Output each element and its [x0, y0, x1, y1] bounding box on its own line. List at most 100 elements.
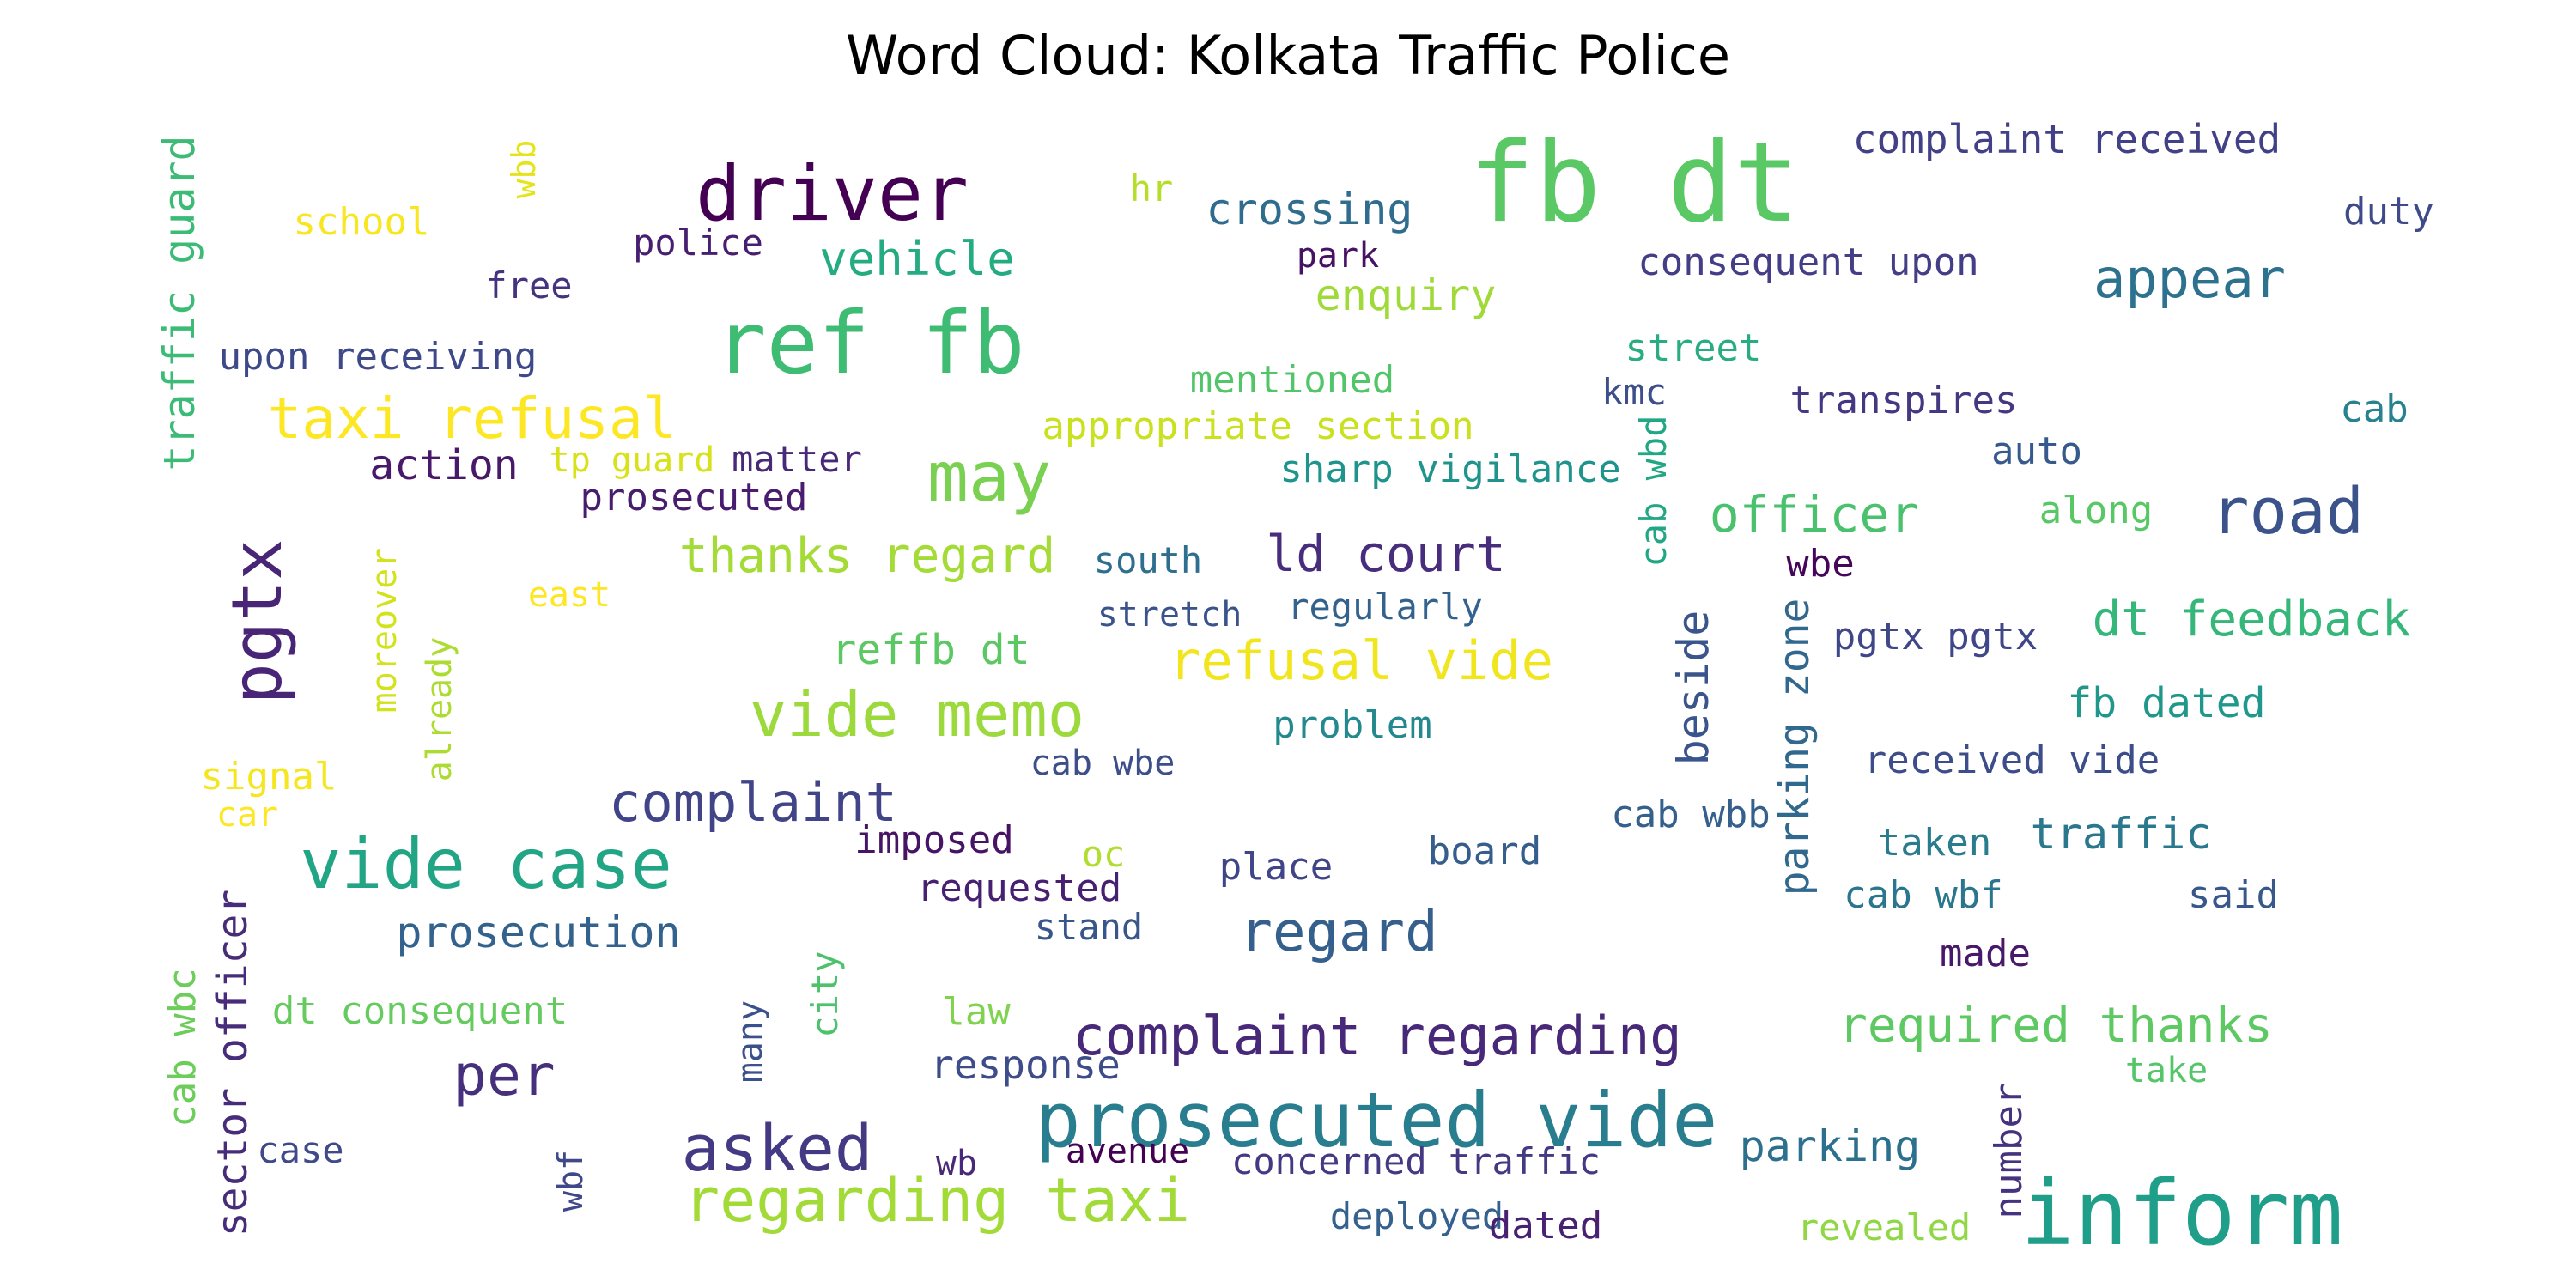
word-cab-wbe: cab wbe	[1030, 744, 1176, 783]
word-appear: appear	[2093, 247, 2286, 310]
word-fb-dated: fb dated	[2067, 679, 2266, 727]
word-wbe: wbe	[1786, 542, 1855, 586]
word-park: park	[1296, 236, 1380, 276]
word-prosecution: prosecution	[396, 908, 681, 957]
word-dt-consequent: dt consequent	[271, 989, 568, 1033]
word-enquiry: enquiry	[1315, 270, 1497, 320]
word-east: east	[527, 575, 611, 615]
word-reffb-dt: reffb dt	[831, 626, 1030, 674]
word-pgtx: pgtx	[217, 538, 297, 705]
word-tp-guard: tp guard	[549, 440, 715, 480]
word-cab-wbd: cab wbd	[1632, 415, 1674, 568]
word-pgtx-pgtx: pgtx pgtx	[1832, 615, 2038, 659]
word-number: number	[1987, 1082, 2031, 1219]
word-fb-dt: fb dt	[1468, 119, 1800, 247]
word-road: road	[2210, 475, 2365, 549]
word-made: made	[1940, 932, 2031, 975]
word-mentioned: mentioned	[1189, 358, 1395, 402]
word-south: south	[1093, 539, 1203, 581]
word-city: city	[804, 951, 846, 1038]
word-consequent-upon: consequent upon	[1637, 240, 1979, 284]
word-sector-officer: sector officer	[209, 889, 257, 1237]
word-regard: regard	[1239, 901, 1438, 964]
word-upon-receiving: upon receiving	[218, 335, 538, 379]
word-oc: oc	[1081, 833, 1126, 875]
word-complaint-received: complaint received	[1852, 116, 2281, 162]
word-received-vide: received vide	[1863, 738, 2160, 782]
word-regularly: regularly	[1287, 586, 1483, 628]
word-law: law	[942, 990, 1011, 1034]
word-required-thanks: required thanks	[1838, 998, 2273, 1054]
word-action: action	[369, 441, 519, 489]
word-duty: duty	[2343, 190, 2434, 234]
word-sharp-vigilance: sharp vigilance	[1279, 447, 1621, 491]
word-prosecuted-vide: prosecuted vide	[1035, 1076, 1718, 1164]
word-wbf: wbf	[551, 1149, 591, 1212]
word-taxi-refusal: taxi refusal	[267, 386, 677, 452]
word-many: many	[731, 999, 770, 1084]
word-regarding-taxi: regarding taxi	[683, 1165, 1191, 1236]
word-appropriate-section: appropriate section	[1042, 404, 1474, 448]
word-vide-memo: vide memo	[749, 678, 1085, 750]
word-driver: driver	[696, 149, 969, 238]
word-dated: dated	[1488, 1204, 1603, 1248]
word-free: free	[485, 264, 573, 307]
word-matter: matter	[732, 438, 862, 480]
word-problem: problem	[1273, 703, 1432, 747]
word-ld-court: ld court	[1266, 525, 1506, 583]
word-revealed: revealed	[1796, 1206, 1971, 1249]
word-imposed: imposed	[854, 818, 1014, 862]
word-along: along	[2038, 489, 2154, 532]
word-cab-wbb: cab wbb	[1611, 793, 1771, 836]
word-asked: asked	[681, 1112, 873, 1186]
word-said: said	[2188, 873, 2279, 917]
word-avenue: avenue	[1065, 1132, 1190, 1171]
chart-title: Word Cloud: Kolkata Traffic Police	[845, 24, 1731, 87]
word-police: police	[633, 222, 763, 264]
word-car: car	[216, 795, 279, 835]
word-thanks-regard: thanks regard	[678, 528, 1056, 584]
word-kmc: kmc	[1601, 371, 1667, 413]
word-per: per	[453, 1042, 556, 1109]
word-board: board	[1427, 829, 1542, 873]
word-officer: officer	[1709, 485, 1920, 544]
word-requested: requested	[916, 866, 1122, 910]
word-place: place	[1218, 845, 1334, 889]
word-traffic-guard: traffic guard	[155, 135, 204, 471]
word-traffic: traffic	[2030, 809, 2212, 859]
word-hr: hr	[1129, 167, 1174, 210]
word-parking: parking	[1739, 1121, 1921, 1171]
word-crossing: crossing	[1206, 185, 1413, 234]
word-deployed: deployed	[1329, 1195, 1504, 1237]
word-refusal-vide: refusal vide	[1169, 629, 1553, 692]
word-auto: auto	[1991, 429, 2082, 473]
word-cab: cab	[2340, 387, 2409, 431]
word-vide-case: vide case	[300, 824, 672, 904]
word-moreover: moreover	[365, 547, 404, 714]
word-prosecuted: prosecuted	[580, 476, 808, 519]
word-stand: stand	[1034, 906, 1144, 948]
word-complaint-regarding: complaint regarding	[1072, 1005, 1682, 1067]
word-may: may	[927, 437, 1052, 517]
word-taken: taken	[1877, 821, 1992, 865]
word-dt-feedback: dt feedback	[2092, 592, 2411, 647]
word-vehicle: vehicle	[819, 232, 1015, 286]
word-transpires: transpires	[1789, 379, 2018, 422]
word-response: response	[930, 1042, 1121, 1088]
word-case: case	[257, 1129, 344, 1171]
word-wb: wb	[935, 1144, 978, 1183]
word-street: street	[1625, 326, 1762, 370]
word-stretch: stretch	[1097, 595, 1242, 635]
word-beside: beside	[1668, 610, 1718, 766]
word-concerned-traffic: concerned traffic	[1231, 1140, 1601, 1182]
word-signal: signal	[200, 755, 337, 799]
word-school: school	[293, 200, 430, 244]
word-parking-zone: parking zone	[1771, 598, 1819, 896]
word-complaint: complaint	[609, 771, 897, 834]
word-cab-wbc: cab wbc	[161, 968, 204, 1127]
word-ref-fb: ref fb	[714, 293, 1025, 393]
word-wbb: wbb	[505, 139, 543, 199]
word-cab-wbf: cab wbf	[1844, 873, 2003, 917]
word-already: already	[420, 636, 459, 782]
